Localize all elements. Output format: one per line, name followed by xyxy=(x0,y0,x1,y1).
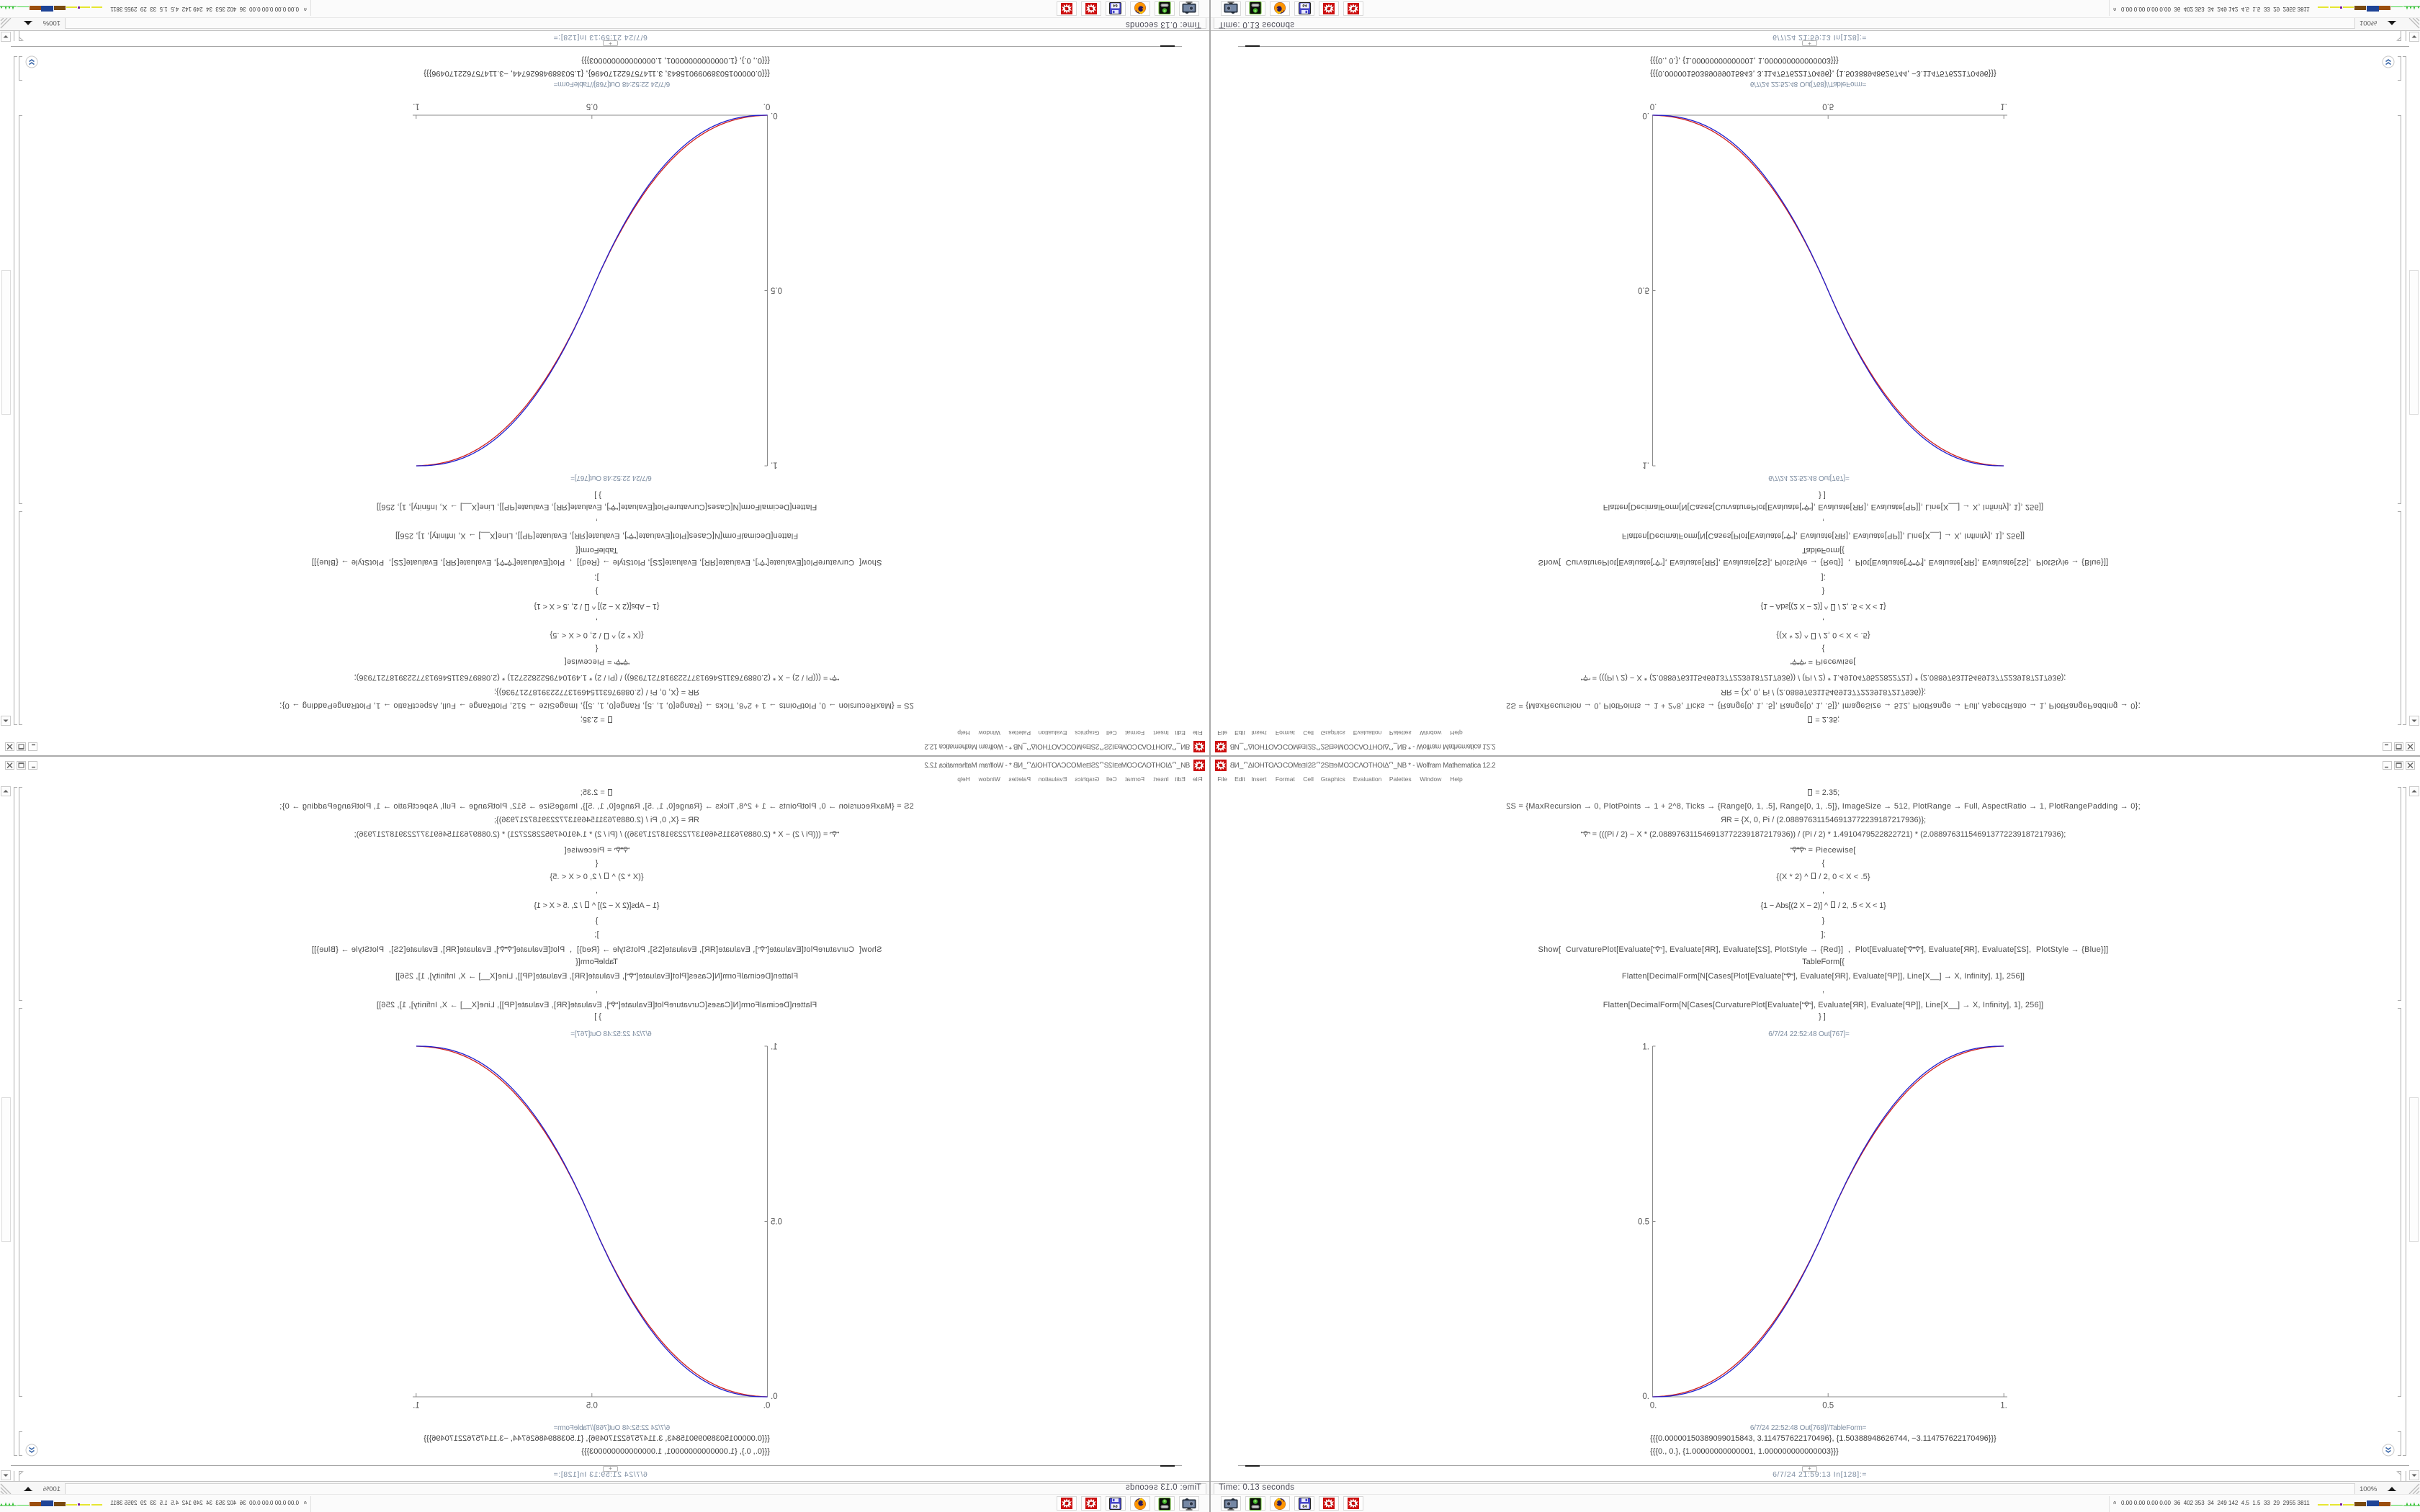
svg-text:0.5: 0.5 xyxy=(1638,286,1649,294)
svg-text:1.: 1. xyxy=(2000,102,2007,111)
svg-text:0.: 0. xyxy=(763,1402,771,1410)
svg-text:64: 64 xyxy=(1302,1505,1307,1509)
svg-text:64: 64 xyxy=(1113,3,1118,7)
svg-text:1.: 1. xyxy=(413,1402,420,1410)
svg-text:1.: 1. xyxy=(1642,461,1649,469)
svg-text:0.: 0. xyxy=(763,102,771,111)
svg-text:0.: 0. xyxy=(1642,111,1649,120)
svg-text:0.5: 0.5 xyxy=(586,102,598,111)
svg-text:0.5: 0.5 xyxy=(771,286,782,294)
svg-text:1.: 1. xyxy=(2000,1402,2007,1410)
svg-text:0.5: 0.5 xyxy=(1822,1402,1834,1410)
svg-text:64: 64 xyxy=(1302,3,1307,7)
svg-text:0.5: 0.5 xyxy=(1638,1218,1649,1227)
svg-text:0.5: 0.5 xyxy=(586,1402,598,1410)
svg-text:0.5: 0.5 xyxy=(771,1218,782,1227)
svg-text:0.: 0. xyxy=(1642,1392,1649,1401)
svg-text:0.: 0. xyxy=(1650,102,1657,111)
svg-text:0.: 0. xyxy=(771,111,778,120)
svg-text:0.: 0. xyxy=(771,1392,778,1401)
svg-text:1.: 1. xyxy=(771,1043,778,1052)
svg-text:1.: 1. xyxy=(413,102,420,111)
svg-text:64: 64 xyxy=(1113,1505,1118,1509)
svg-text:1.: 1. xyxy=(771,461,778,469)
svg-text:1.: 1. xyxy=(1642,1043,1649,1052)
svg-text:0.5: 0.5 xyxy=(1822,102,1834,111)
svg-text:0.: 0. xyxy=(1650,1402,1657,1410)
